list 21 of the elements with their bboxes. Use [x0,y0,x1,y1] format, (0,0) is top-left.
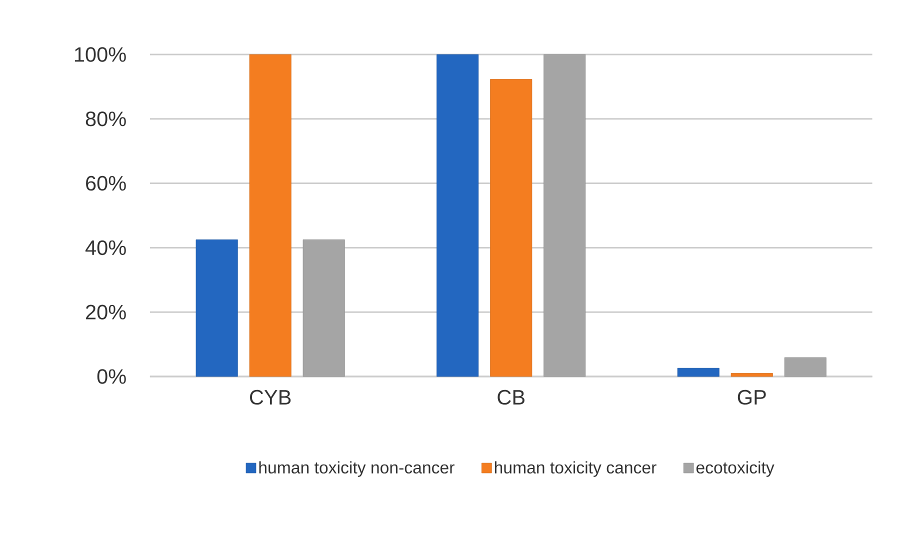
bar [544,54,586,377]
bar [730,373,773,377]
bar [677,368,720,377]
x-tick-label: CB [498,390,524,405]
x-tick-label: CYB [250,390,291,405]
legend-label: human toxicity cancer [494,461,656,477]
legend-label: human toxicity non-cancer [259,461,454,477]
y-tick-label: 40% [85,240,126,256]
bar [302,239,345,377]
y-tick-label: 0% [97,369,126,384]
y-tick-label: 20% [86,304,126,320]
y-tick-label: 60% [86,176,126,191]
bar [784,357,826,377]
y-tick-label: 80% [86,112,126,126]
bar [249,54,292,377]
legend-label: ecotoxicity [696,461,774,477]
y-tick-label: 100% [75,47,126,62]
bar [436,54,479,377]
bar [490,79,532,377]
bar [196,239,238,377]
x-tick-label: GP [738,390,766,405]
